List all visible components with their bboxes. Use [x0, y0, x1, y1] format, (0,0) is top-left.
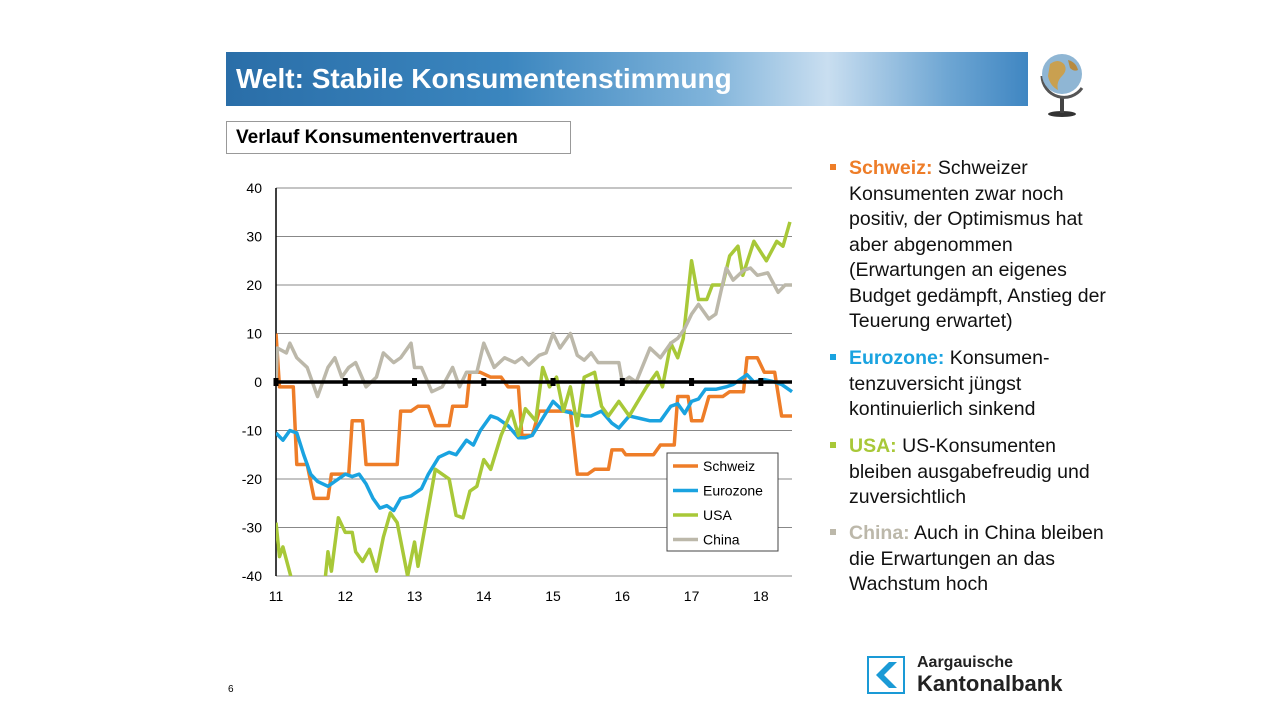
y-tick-label: -30	[242, 520, 262, 536]
series-line-china	[276, 266, 792, 399]
bullet-2: USA: US-Konsumenten bleiben ausgabefreud…	[830, 434, 1120, 511]
y-tick-label: 0	[254, 374, 262, 390]
y-tick-label: 20	[246, 277, 262, 293]
legend-label: Schweiz	[703, 458, 755, 474]
y-tick-label: 10	[246, 326, 262, 342]
series-line-schweiz	[276, 333, 792, 501]
x-tick-mark	[550, 378, 556, 386]
chart-subtitle: Verlauf Konsumentenvertrauen	[226, 121, 571, 154]
legend-label: Eurozone	[703, 483, 763, 499]
x-tick-label: 16	[615, 588, 631, 604]
x-tick-mark	[689, 378, 695, 386]
x-tick-label: 18	[753, 588, 769, 604]
bullet-square-icon	[830, 164, 836, 170]
bullet-label: USA:	[849, 435, 897, 457]
y-tick-label: -10	[242, 423, 262, 439]
legend	[666, 452, 779, 552]
legend-label: China	[703, 532, 740, 548]
consumer-confidence-chart: 40 30 20 10 0 -10 -20 -30 -40 11 12 13 14 15 16 17 18 Sch…	[242, 180, 794, 604]
x-tick-mark	[412, 378, 418, 386]
x-tick-label: 11	[269, 588, 284, 604]
bullet-square-icon	[830, 442, 836, 448]
bullet-text: US-Konsumenten bleiben ausgabefreudig un…	[849, 435, 1090, 508]
bullet-label: Schweiz:	[849, 157, 933, 179]
x-tick-mark	[342, 378, 348, 386]
bullet-square-icon	[830, 529, 836, 535]
x-tick-label: 12	[337, 588, 353, 604]
logo-line1: Aargauische	[917, 654, 1014, 671]
x-tick-label: 13	[407, 588, 423, 604]
bullet-label: Eurozone:	[849, 347, 945, 369]
x-tick-mark	[481, 378, 487, 386]
logo-line2: Kantonalbank	[917, 671, 1063, 696]
x-tick-mark	[758, 378, 764, 386]
logo-mark-icon	[867, 656, 905, 694]
bullet-text: Konsumen-tenzuversicht jüngst kontinuier…	[849, 347, 1050, 420]
x-tick-mark	[273, 378, 279, 386]
y-tick-label: -20	[242, 471, 262, 487]
y-tick-label: 40	[246, 180, 262, 196]
bullet-0: Schweiz: Schweizer Konsumenten zwar noch…	[830, 156, 1120, 335]
y-tick-label: -40	[242, 568, 262, 584]
globe-icon	[1040, 54, 1084, 117]
title-banner: Welt: Stabile Konsumentenstimmung	[226, 52, 1028, 106]
x-tick-mark	[619, 378, 625, 386]
legend-label: USA	[703, 507, 732, 523]
x-tick-label: 17	[684, 588, 700, 604]
bullet-text: Auch in China bleiben die Erwartungen an…	[849, 522, 1104, 595]
series-line-eurozone	[276, 372, 794, 513]
bullet-1: Eurozone: Konsumen-tenzuversicht jüngst …	[830, 346, 1120, 423]
x-tick-label: 14	[476, 588, 492, 604]
bank-logo: Aargauische Kantonalbank	[867, 654, 1062, 699]
bullet-text: Schweizer Konsumenten zwar noch positiv,…	[849, 157, 1106, 332]
bullet-square-icon	[830, 354, 836, 360]
y-tick-label: 30	[246, 229, 262, 245]
bullet-label: China:	[849, 522, 910, 544]
bullet-3: China: Auch in China bleiben die Erwartu…	[830, 521, 1120, 598]
series-line-usa	[276, 221, 792, 576]
page-number: 6	[228, 684, 234, 695]
x-tick-label: 15	[545, 588, 561, 604]
page-title: Welt: Stabile Konsumentenstimmung	[236, 63, 732, 94]
